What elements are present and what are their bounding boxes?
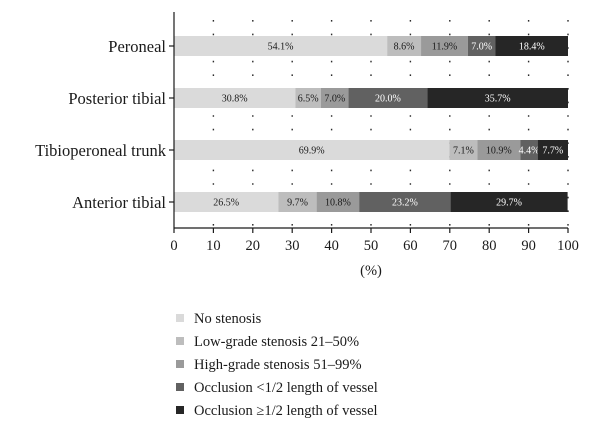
data-label: 9.7% xyxy=(287,198,308,209)
bar-segment xyxy=(295,88,321,108)
bar-segment xyxy=(449,140,478,160)
bar-segment xyxy=(467,36,496,56)
legend-swatch xyxy=(176,360,184,368)
bar-segment xyxy=(495,36,568,56)
bar-segments: 54.1% 8.6% 11.9% 7.0% 18.4% 30.8% 6.5% 7.0% 20.0… xyxy=(174,36,568,212)
category-label: Peroneal xyxy=(108,37,166,56)
legend-label: Occlusion ≥1/2 length of vessel xyxy=(194,403,378,419)
bar-segment xyxy=(387,36,422,56)
data-label: 23.2% xyxy=(392,198,418,209)
category-label: Anterior tibial xyxy=(72,193,166,212)
x-tick-label: 80 xyxy=(482,238,497,254)
legend-label: No stenosis xyxy=(194,311,262,327)
x-tick-label: 60 xyxy=(403,238,418,254)
data-label: 35.7% xyxy=(485,94,511,105)
legend-swatch xyxy=(176,406,184,414)
bar-segment xyxy=(174,192,279,212)
data-label: 10.9% xyxy=(486,146,512,157)
bar-segment xyxy=(427,88,568,108)
x-tick-label: 30 xyxy=(285,238,300,254)
bar-segment xyxy=(450,192,568,212)
x-tick-label: 20 xyxy=(246,238,261,254)
x-tick-labels: 0 10 20 30 40 50 60 70 80 90 100 xyxy=(170,238,579,254)
x-tick-label: 50 xyxy=(364,238,379,254)
bar-segment xyxy=(174,140,450,160)
category-label: Tibioperoneal trunk xyxy=(35,141,167,160)
legend-swatch xyxy=(176,314,184,322)
legend-label: High-grade stenosis 51–99% xyxy=(194,357,362,373)
legend-label: Occlusion <1/2 length of vessel xyxy=(194,380,378,396)
category-labels: Peroneal Posterior tibial Tibioperoneal tr… xyxy=(35,37,167,212)
x-tick-label: 10 xyxy=(206,238,221,254)
bar-segment xyxy=(421,36,468,56)
data-label: 18.4% xyxy=(519,42,545,53)
x-tick-label: 0 xyxy=(170,238,177,254)
legend: No stenosis Low-grade stenosis 21–50% High… xyxy=(176,311,378,419)
bar-segment xyxy=(477,140,521,160)
data-label: 7.0% xyxy=(324,94,345,105)
bar-segment xyxy=(320,88,349,108)
data-label: 69.9% xyxy=(299,146,325,157)
x-tick-label: 90 xyxy=(521,238,536,254)
x-axis-title: (%) xyxy=(360,263,382,279)
data-label: 20.0% xyxy=(375,94,401,105)
data-label: 29.7% xyxy=(496,198,522,209)
bar-segment xyxy=(520,140,538,160)
bar-segment xyxy=(278,192,317,212)
x-tick-label: 40 xyxy=(324,238,339,254)
bar-segment xyxy=(348,88,428,108)
data-label: 6.5% xyxy=(298,94,319,105)
category-label: Posterior tibial xyxy=(68,89,166,108)
bar-segment xyxy=(537,140,568,160)
bar-segment xyxy=(359,192,451,212)
legend-swatch xyxy=(176,337,184,345)
x-tick-label: 100 xyxy=(557,238,579,254)
bar-segment xyxy=(316,192,360,212)
data-label: 11.9% xyxy=(432,42,457,53)
x-tick-label: 70 xyxy=(443,238,458,254)
data-label: 7.7% xyxy=(542,146,563,157)
data-label: 7.0% xyxy=(471,42,492,53)
data-label: 10.8% xyxy=(325,198,351,209)
data-label: 26.5% xyxy=(213,198,239,209)
legend-swatch xyxy=(176,383,184,391)
bar-segment xyxy=(174,88,296,108)
axes xyxy=(169,12,569,233)
bar-segment xyxy=(174,36,388,56)
data-label: 7.1% xyxy=(453,146,474,157)
data-label: 30.8% xyxy=(222,94,248,105)
data-label: 8.6% xyxy=(394,42,415,53)
data-label: 54.1% xyxy=(268,42,294,53)
legend-label: Low-grade stenosis 21–50% xyxy=(194,334,359,350)
data-label: 4.4% xyxy=(519,146,540,157)
